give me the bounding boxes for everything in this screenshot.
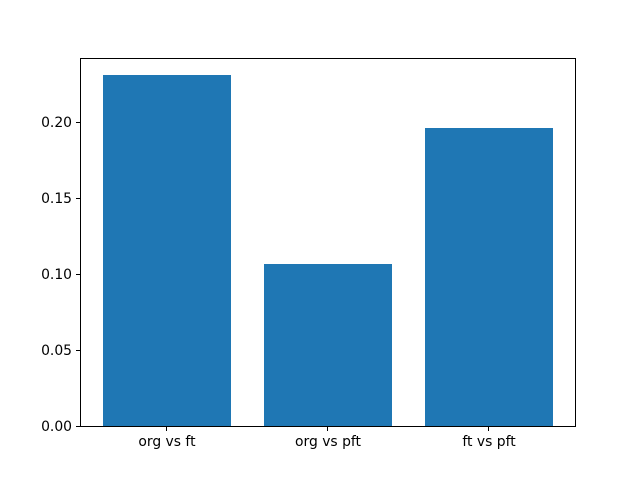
y-tick-label: 0.10 — [41, 267, 72, 284]
bar-ft-vs-pft — [424, 128, 554, 426]
bar-org-vs-ft — [102, 75, 232, 426]
y-tick-label: 0.15 — [41, 191, 72, 208]
y-tick-mark — [76, 274, 80, 276]
x-tick-label: ft vs pft — [462, 434, 516, 450]
x-tick-label: org vs pft — [295, 434, 361, 450]
y-tick-mark — [76, 426, 80, 427]
plot-area — [80, 58, 576, 427]
y-tick-mark — [76, 122, 80, 124]
y-tick-mark — [76, 198, 80, 200]
y-tick-label: 0.20 — [41, 115, 72, 132]
x-tick-mark — [165, 427, 167, 431]
y-tick-label: 0.05 — [41, 343, 72, 360]
x-tick-label: org vs ft — [138, 434, 196, 450]
x-tick-mark — [327, 427, 328, 431]
y-tick-label: 0.00 — [41, 419, 72, 435]
x-tick-mark — [488, 427, 490, 431]
bar-org-vs-pft — [263, 263, 393, 426]
y-tick-mark — [76, 350, 80, 352]
